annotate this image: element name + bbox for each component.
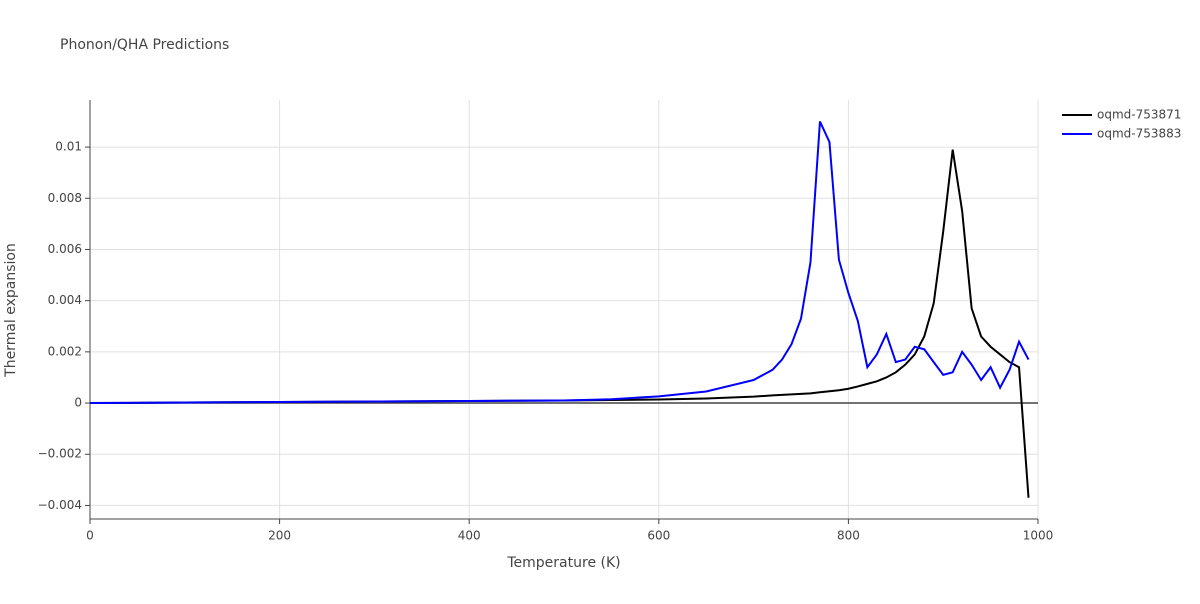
y-tick-label: −0.004 <box>38 498 82 512</box>
legend-label: oqmd-753871 <box>1097 108 1181 122</box>
x-tick-label: 0 <box>86 529 94 543</box>
y-tick-label: 0 <box>74 396 82 410</box>
x-tick-label: 1000 <box>1023 529 1054 543</box>
y-tick-label: −0.002 <box>38 447 82 461</box>
line <box>89 149 1030 498</box>
x-tick-label: 600 <box>647 529 670 543</box>
y-tick-label: 0.008 <box>48 191 82 205</box>
x-tick-label: 400 <box>458 529 481 543</box>
y-tick-label: 0.01 <box>55 140 82 154</box>
line <box>89 121 1030 405</box>
chart-title: Phonon/QHA Predictions <box>60 37 229 53</box>
y-tick-label: 0.002 <box>48 344 82 358</box>
x-tick-label: 800 <box>837 529 860 543</box>
y-axis-label: Thermal expansion <box>3 243 19 378</box>
x-axis-label: Temperature (K) <box>506 555 620 571</box>
y-tick-label: 0.004 <box>48 293 82 307</box>
y-tick-label: 0.006 <box>48 242 82 256</box>
legend-label: oqmd-753883 <box>1097 127 1181 141</box>
x-tick-label: 200 <box>268 529 291 543</box>
